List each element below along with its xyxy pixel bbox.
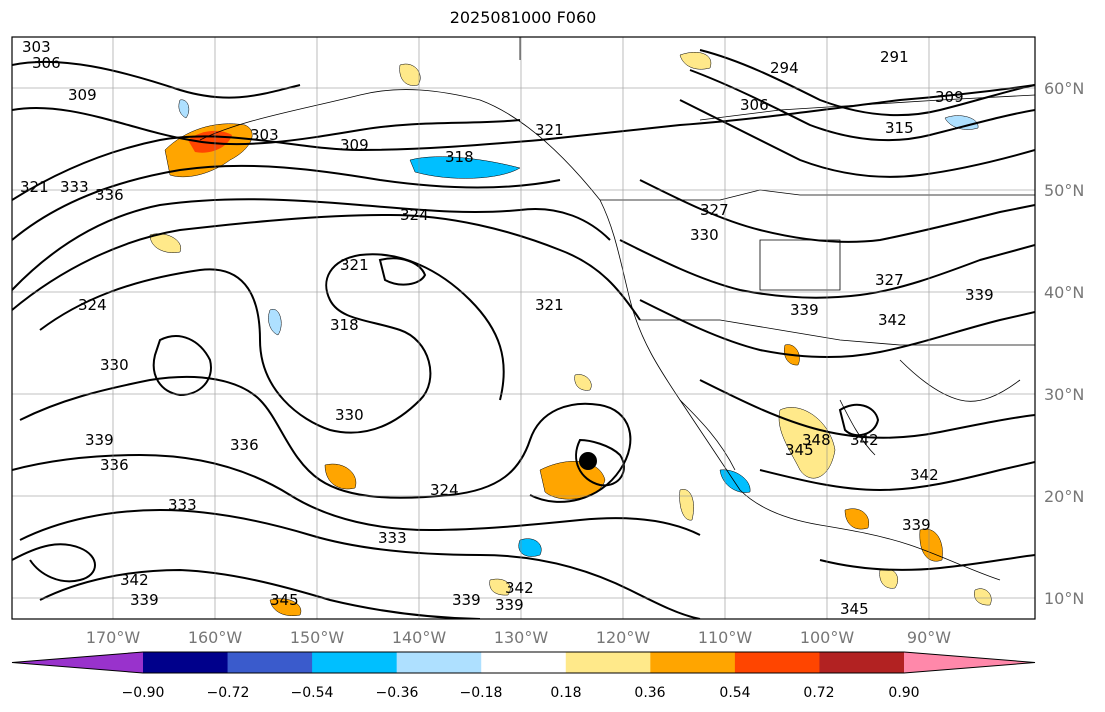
lon-label: 130°W — [494, 628, 549, 647]
contour-label: 345 — [785, 441, 814, 459]
colorbar-tick-label: 0.90 — [888, 685, 919, 701]
contour-label: 330 — [690, 226, 719, 244]
contour-label: 339 — [902, 516, 931, 534]
contour-label: 336 — [95, 186, 124, 204]
contour-label: 345 — [840, 600, 869, 618]
contour-label: 348 — [802, 431, 831, 449]
lon-label: 90°W — [907, 628, 951, 647]
contour-label: 342 — [505, 579, 534, 597]
colorbar-tick-label: 0.54 — [719, 685, 750, 701]
contour-label: 330 — [100, 356, 129, 374]
colorbar-outline — [11, 651, 1036, 674]
colorbar-segment — [312, 652, 398, 673]
contour-label: 315 — [885, 119, 914, 137]
colorbar-segment — [143, 652, 229, 673]
contour-label: 330 — [335, 406, 364, 424]
contour-label: 342 — [910, 466, 939, 484]
colorbar-tick-label: 0.72 — [803, 685, 834, 701]
colorbar-tick-label: −0.18 — [460, 685, 503, 701]
contour-label: 306 — [32, 54, 61, 72]
contour-labels: 303 306 309 303 309 318 321 324 321 318 … — [20, 38, 994, 618]
contour-label: 339 — [790, 301, 819, 319]
contour-label: 321 — [20, 178, 49, 196]
contour-label: 336 — [100, 456, 129, 474]
lon-label: 170°W — [86, 628, 141, 647]
colorbar-tick-labels: −0.90 −0.72 −0.54 −0.36 −0.18 0.18 0.36 … — [122, 685, 920, 701]
contour-label: 309 — [935, 88, 964, 106]
contour-label: 294 — [770, 59, 799, 77]
lat-label: 50°N — [1044, 181, 1084, 200]
contour-label: 333 — [60, 178, 89, 196]
colorbar-extend-low — [12, 652, 143, 673]
contour-label: 339 — [495, 596, 524, 614]
colorbar-tick-label: 0.36 — [634, 685, 665, 701]
colorbar-segment — [650, 652, 736, 673]
colorbar-segment — [396, 652, 482, 673]
lon-label: 150°W — [290, 628, 345, 647]
longitude-labels: 170°W 160°W 150°W 140°W 130°W 120°W 110°… — [86, 628, 951, 647]
colorbar-segment — [819, 652, 905, 673]
contour-label: 339 — [130, 591, 159, 609]
contour-label: 306 — [740, 96, 769, 114]
colorbar-tick-label: −0.72 — [207, 685, 250, 701]
contour-label: 309 — [68, 86, 97, 104]
low-center-marker — [579, 452, 597, 470]
contour-label: 345 — [270, 591, 299, 609]
colorbar — [11, 651, 1036, 674]
colorbar-extend-high — [904, 652, 1035, 673]
contour-label: 303 — [22, 38, 51, 56]
contour-label: 318 — [445, 148, 474, 166]
colorbar-tick-label: −0.36 — [376, 685, 419, 701]
colorbar-segment — [481, 652, 567, 673]
lat-label: 10°N — [1044, 589, 1084, 608]
contour-label: 333 — [168, 496, 197, 514]
contour-label: 333 — [378, 529, 407, 547]
contour-label: 342 — [120, 571, 149, 589]
lat-label: 20°N — [1044, 487, 1084, 506]
contour-label: 339 — [965, 286, 994, 304]
colorbar-tick-label: −0.90 — [122, 685, 165, 701]
lat-label: 60°N — [1044, 79, 1084, 98]
map-title: 2025081000 F060 — [449, 8, 597, 27]
contour-label: 342 — [850, 431, 879, 449]
lon-label: 120°W — [596, 628, 651, 647]
colorbar-segment — [734, 652, 820, 673]
lon-label: 160°W — [188, 628, 243, 647]
contour-label: 321 — [535, 121, 564, 139]
lat-label: 30°N — [1044, 385, 1084, 404]
lon-label: 100°W — [800, 628, 855, 647]
contour-label: 339 — [452, 591, 481, 609]
contour-label: 336 — [230, 436, 259, 454]
lat-label: 40°N — [1044, 283, 1084, 302]
contour-label: 342 — [878, 311, 907, 329]
colorbar-tick-label: −0.54 — [291, 685, 334, 701]
contour-label: 324 — [400, 206, 429, 224]
contour-label: 321 — [535, 296, 564, 314]
contour-label: 303 — [250, 126, 279, 144]
latitude-labels: 60°N 50°N 40°N 30°N 20°N 10°N — [1044, 79, 1084, 608]
gridlines — [12, 37, 1035, 619]
colorbar-segment — [565, 652, 651, 673]
colorbar-tick-label: 0.18 — [550, 685, 581, 701]
contour-label: 327 — [700, 201, 729, 219]
lon-label: 110°W — [698, 628, 753, 647]
colorbar-segment — [227, 652, 313, 673]
contour-label: 324 — [78, 296, 107, 314]
contour-label: 321 — [340, 256, 369, 274]
contour-label: 327 — [875, 271, 904, 289]
plot-frame — [11, 36, 1036, 620]
contour-label: 309 — [340, 136, 369, 154]
contour-label: 291 — [880, 48, 909, 66]
contour-label: 324 — [430, 481, 459, 499]
contour-label: 339 — [85, 431, 114, 449]
lon-label: 140°W — [392, 628, 447, 647]
height-contours — [12, 49, 1035, 619]
contour-label: 318 — [330, 316, 359, 334]
